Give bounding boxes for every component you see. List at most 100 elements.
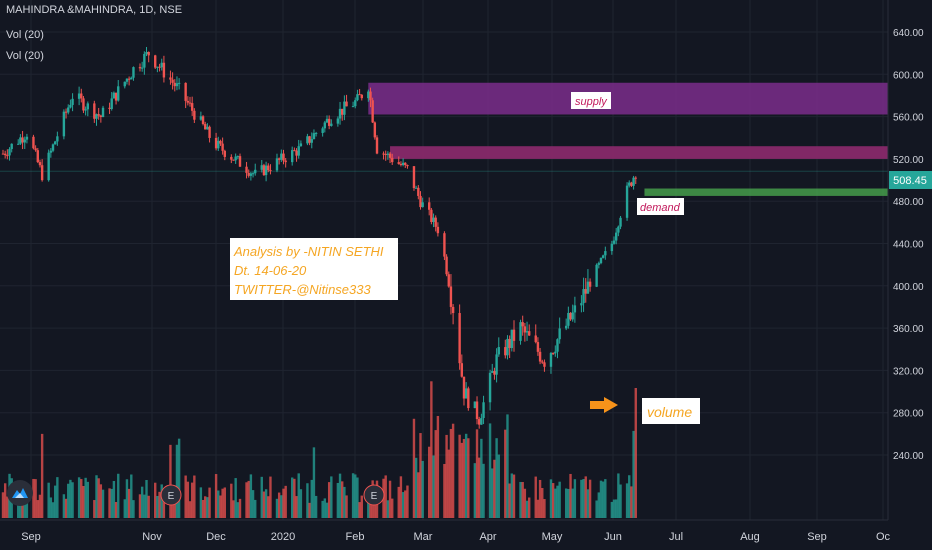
candle-body <box>204 124 207 130</box>
candle-body <box>284 160 287 163</box>
volume-bar <box>86 481 90 518</box>
volume-bar <box>321 500 324 518</box>
volume-indicator-label[interactable]: Vol (20) <box>6 50 44 62</box>
tradingview-logo-icon[interactable] <box>7 480 33 506</box>
candle-body <box>386 153 390 155</box>
candle-body <box>480 418 483 425</box>
candle-body <box>162 62 166 78</box>
candle-body <box>147 52 150 56</box>
volume-bar <box>260 476 263 518</box>
candle-body <box>138 67 142 69</box>
candle-body <box>482 402 485 419</box>
candle-body <box>308 136 311 143</box>
candle-body <box>573 305 577 313</box>
candle-body <box>143 53 146 68</box>
candle-body <box>99 115 103 118</box>
candle-body <box>528 331 531 336</box>
volume-bar <box>208 487 211 518</box>
candle-body <box>551 353 555 355</box>
candle-body <box>330 123 333 126</box>
volume-bar <box>143 494 146 518</box>
candle-body <box>56 136 59 142</box>
x-tick-label: Mar <box>414 531 433 543</box>
y-tick-label: 600.00 <box>893 70 924 81</box>
volume-bar <box>625 483 629 518</box>
candle-body <box>497 347 500 355</box>
volume-bar <box>551 483 555 518</box>
candle-body <box>556 339 559 352</box>
candle-body <box>97 114 100 116</box>
candle-body <box>282 153 285 161</box>
candle-body <box>177 82 181 84</box>
candle-body <box>567 312 570 326</box>
volume-bar <box>599 480 603 518</box>
candle-body <box>371 100 374 123</box>
volume-bar <box>549 479 553 518</box>
volume-bar <box>619 484 622 518</box>
volume-bar <box>295 496 298 518</box>
candle-body <box>360 94 363 99</box>
volume-bar <box>508 483 511 518</box>
volume-bar <box>204 496 207 518</box>
volume-layer <box>1 381 637 518</box>
volume-bar <box>162 502 166 518</box>
volume-bar <box>351 473 355 518</box>
candle-body <box>460 363 464 377</box>
y-tick-label: 280.00 <box>893 409 924 420</box>
volume-bar <box>571 488 574 518</box>
volume-indicator-label[interactable]: Vol (20) <box>6 29 44 41</box>
candle-body <box>169 77 172 80</box>
candle-body <box>280 153 283 160</box>
candle-body <box>158 66 161 68</box>
candle-body <box>325 118 329 123</box>
volume-bar <box>132 500 135 518</box>
candle-body <box>193 110 196 120</box>
x-tick-label: Jun <box>604 531 622 543</box>
volume-bar <box>64 498 68 518</box>
candle-body <box>354 100 357 107</box>
candle-body <box>571 312 574 320</box>
candle-body <box>604 251 607 256</box>
candle-body <box>478 419 481 425</box>
candle-body <box>382 153 385 155</box>
candle-body <box>82 98 85 111</box>
candle-body <box>234 156 237 161</box>
volume-bar <box>597 492 600 518</box>
last-price-value: 508.45 <box>893 175 927 187</box>
candle-body <box>112 92 116 99</box>
candle-body <box>549 353 553 367</box>
volume-bar <box>277 492 281 518</box>
demand-label-box[interactable]: demand <box>637 198 684 215</box>
volume-bar <box>312 447 316 518</box>
volume-bar <box>434 430 437 518</box>
candle-body <box>53 141 57 145</box>
volume-bar <box>175 444 179 518</box>
volume-bar <box>412 418 416 518</box>
candle-body <box>306 136 309 144</box>
candle-body <box>582 289 585 304</box>
candle-body <box>541 361 544 363</box>
volume-bar <box>247 480 250 518</box>
supply-label-box[interactable]: supply <box>571 92 611 109</box>
candle-body <box>214 137 218 149</box>
candle-body <box>397 162 400 164</box>
volume-label-box[interactable]: volume <box>642 398 700 424</box>
candle-body <box>267 165 270 171</box>
candle-body <box>323 122 327 129</box>
volume-bar <box>47 482 50 518</box>
volume-bar <box>158 491 161 518</box>
candle-body <box>51 144 55 151</box>
earnings-marker[interactable]: E <box>363 484 385 506</box>
candle-body <box>173 82 176 87</box>
symbol-title[interactable]: MAHINDRA &MAHINDRA, 1D, NSE <box>6 4 183 16</box>
earnings-marker[interactable]: E <box>160 484 182 506</box>
analysis-date: Dt. 14-06-20 <box>234 263 307 278</box>
analysis-box[interactable]: Analysis by -NITIN SETHI Dt. 14-06-20 TW… <box>230 238 398 300</box>
candle-body <box>610 243 614 252</box>
volume-bar <box>473 463 477 518</box>
candle-body <box>628 182 631 186</box>
volume-bar <box>343 486 346 518</box>
volume-bar <box>449 428 453 518</box>
candle-body <box>367 91 370 99</box>
